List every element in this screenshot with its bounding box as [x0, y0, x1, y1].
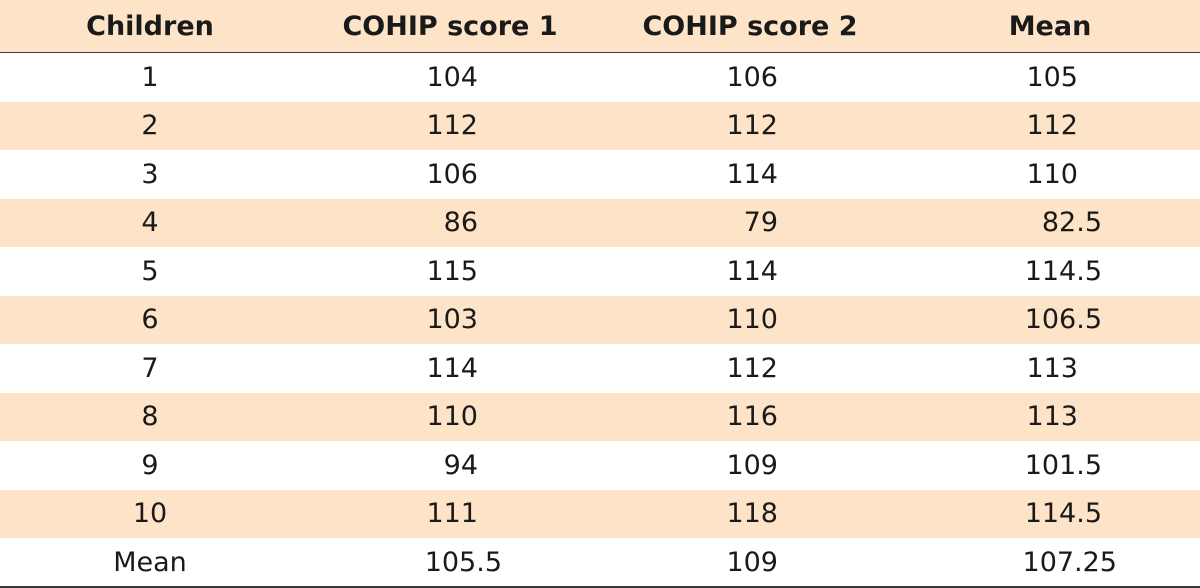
table-row: 10 111 118 114.5 — [0, 489, 1200, 538]
cell-cohip-score-2: 118 — [726, 498, 778, 530]
cell-cohip-score-2: 112 — [726, 110, 778, 142]
cell-children: 3 — [141, 158, 159, 190]
table-row: 6 103 110 106.5 — [0, 295, 1200, 344]
cell-cohip-score-1: 112 — [426, 110, 478, 142]
table-body: 1 104 106 105 2 112 112 112 3 106 114 110 4 86 79 82.5 5… — [0, 53, 1200, 538]
cell-children: 2 — [141, 110, 159, 142]
cell-mean: 106.5 — [1024, 304, 1102, 336]
cell-mean: 110 — [1026, 158, 1078, 190]
cell-cohip-score-2: 116 — [726, 401, 778, 433]
header-cohip-score-2: COHIP score 2 — [642, 10, 858, 42]
cell-cohip-score-2: 79 — [743, 207, 778, 239]
cell-children: 4 — [141, 207, 159, 239]
cell-children: 9 — [141, 449, 159, 481]
cell-cohip-score-1: 86 — [443, 207, 478, 239]
table-row: 9 94 109 101.5 — [0, 441, 1200, 490]
table-mean-row: Mean 105.5 109 107.25 — [0, 538, 1200, 588]
cell-mean: 105 — [1026, 61, 1078, 93]
cell-mean: 113 — [1026, 352, 1078, 384]
mean-row-score-1: 105.5 — [424, 546, 502, 578]
cell-mean: 82.5 — [1041, 207, 1102, 239]
header-cohip-score-1: COHIP score 1 — [342, 10, 558, 42]
cell-cohip-score-1: 103 — [426, 304, 478, 336]
table-row: 4 86 79 82.5 — [0, 198, 1200, 247]
cell-mean: 112 — [1026, 110, 1078, 142]
mean-row-label: Mean — [113, 546, 187, 578]
cell-cohip-score-2: 106 — [726, 61, 778, 93]
table-header-row: Children COHIP score 1 COHIP score 2 Mea… — [0, 0, 1200, 53]
cell-cohip-score-1: 94 — [443, 449, 478, 481]
cell-cohip-score-1: 104 — [426, 61, 478, 93]
cell-mean: 114.5 — [1024, 498, 1102, 530]
cell-cohip-score-2: 110 — [726, 304, 778, 336]
cell-cohip-score-1: 110 — [426, 401, 478, 433]
cell-cohip-score-2: 114 — [726, 158, 778, 190]
cell-children: 5 — [141, 255, 159, 287]
mean-row-score-2: 109 — [726, 546, 778, 578]
cell-cohip-score-2: 114 — [726, 255, 778, 287]
table-row: 5 115 114 114.5 — [0, 247, 1200, 296]
cell-cohip-score-2: 112 — [726, 352, 778, 384]
cell-mean: 114.5 — [1024, 255, 1102, 287]
cell-cohip-score-1: 115 — [426, 255, 478, 287]
cell-children: 8 — [141, 401, 159, 433]
cell-mean: 113 — [1026, 401, 1078, 433]
table-row: 7 114 112 113 — [0, 344, 1200, 393]
cell-cohip-score-2: 109 — [726, 449, 778, 481]
cell-mean: 101.5 — [1024, 449, 1102, 481]
cell-cohip-score-1: 111 — [426, 498, 478, 530]
table-row: 8 110 116 113 — [0, 392, 1200, 441]
cell-children: 1 — [141, 61, 159, 93]
cell-children: 7 — [141, 352, 159, 384]
cell-cohip-score-1: 106 — [426, 158, 478, 190]
cell-children: 10 — [132, 498, 168, 530]
table-row: 1 104 106 105 — [0, 53, 1200, 102]
cell-children: 6 — [141, 304, 159, 336]
table-row: 3 106 114 110 — [0, 150, 1200, 199]
header-children: Children — [86, 10, 214, 42]
mean-row-mean: 107.25 — [1022, 546, 1117, 578]
cell-cohip-score-1: 114 — [426, 352, 478, 384]
table-row: 2 112 112 112 — [0, 101, 1200, 150]
header-mean: Mean — [1008, 10, 1092, 42]
